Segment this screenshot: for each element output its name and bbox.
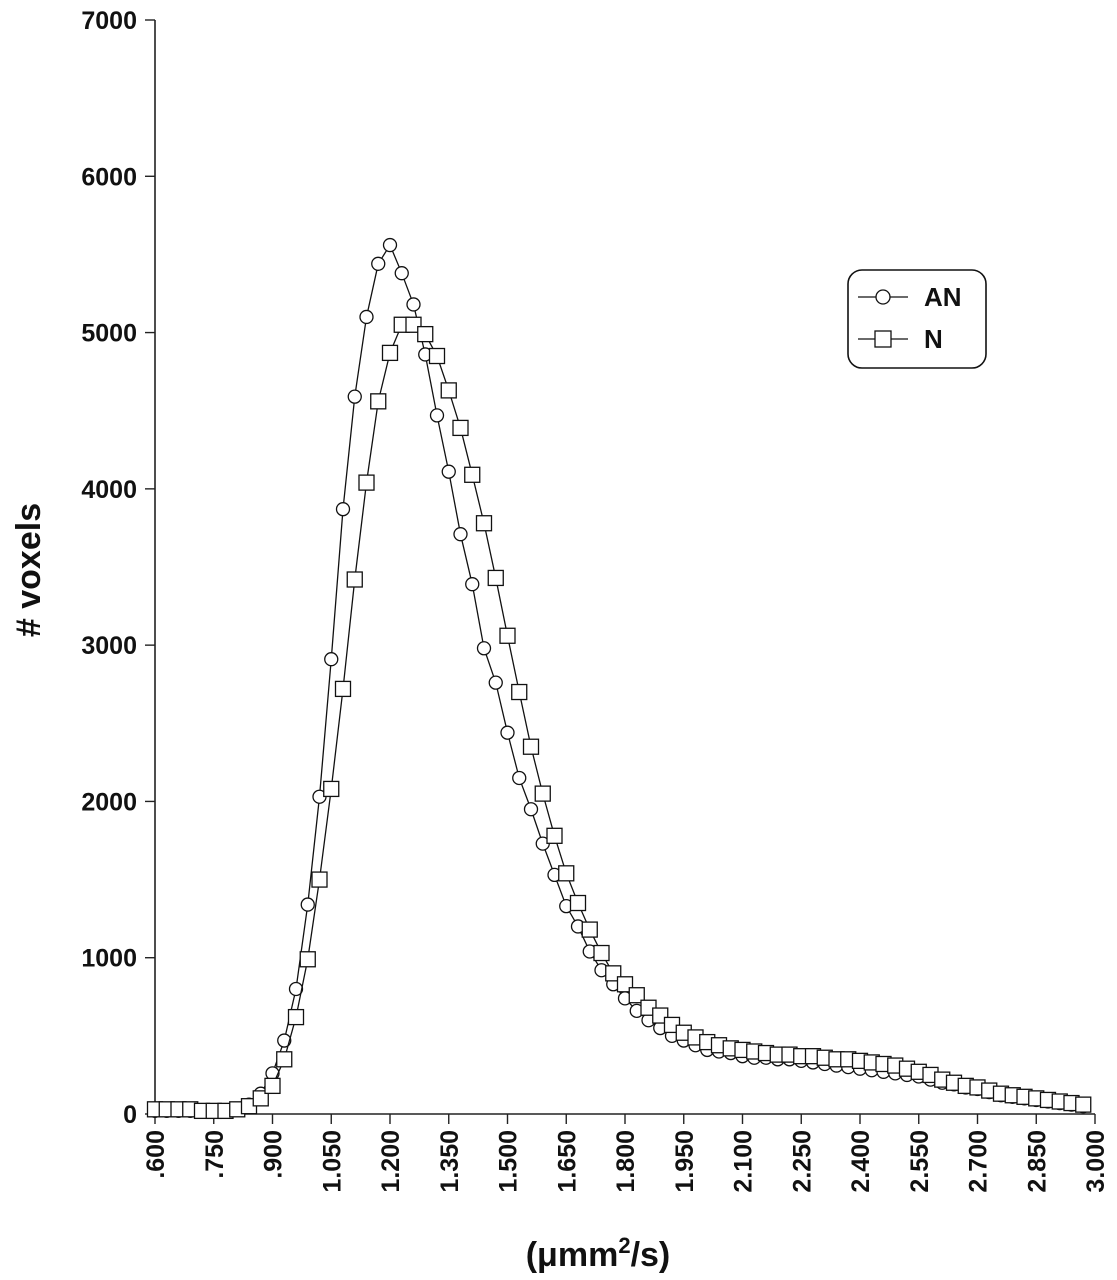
- series-n: [146, 316, 1092, 1120]
- data-point-an: [488, 675, 503, 690]
- x-tick-label: .600: [142, 1130, 170, 1179]
- data-point-an: [359, 309, 374, 325]
- data-point-n: [428, 347, 446, 365]
- data-point-n: [252, 1090, 269, 1107]
- data-point-n: [287, 1008, 305, 1026]
- series-layer: [146, 237, 1092, 1120]
- data-point-n: [558, 865, 575, 882]
- y-tick-label: 2000: [81, 788, 137, 816]
- x-axis-label: (μmm2/s): [526, 1233, 671, 1274]
- legend-label-an: AN: [924, 282, 962, 312]
- data-point-an: [523, 802, 539, 817]
- data-point-n: [487, 569, 504, 587]
- data-point-n: [581, 921, 598, 938]
- data-point-an: [441, 464, 456, 479]
- data-point-an: [335, 502, 351, 517]
- data-point-an: [288, 981, 304, 997]
- data-point-an: [277, 1033, 292, 1048]
- data-point-n: [1075, 1096, 1092, 1113]
- legend-box: [847, 269, 987, 369]
- data-point-n: [311, 871, 328, 888]
- data-point-an: [324, 652, 339, 667]
- data-point-n: [358, 474, 375, 491]
- data-point-n: [522, 738, 540, 755]
- data-point-an: [500, 725, 515, 740]
- x-tick-label: 1.350: [436, 1130, 464, 1193]
- y-tick-label: 4000: [81, 476, 137, 504]
- data-point-an: [300, 897, 315, 912]
- data-point-n: [334, 680, 352, 698]
- y-tick-label: 7000: [81, 7, 137, 35]
- x-tick-label: 2.100: [730, 1130, 758, 1193]
- data-point-n: [593, 944, 610, 962]
- data-point-n: [346, 571, 363, 588]
- x-axis-label-base: (μmm: [526, 1236, 619, 1274]
- x-tick-label: .750: [201, 1130, 229, 1179]
- data-point-an: [453, 527, 468, 542]
- x-tick-label: 2.250: [788, 1130, 816, 1193]
- data-point-n: [569, 894, 587, 912]
- data-point-n: [440, 382, 457, 399]
- y-tick-label: 3000: [81, 632, 137, 660]
- data-point-n: [381, 344, 399, 362]
- data-point-n: [499, 627, 516, 644]
- legend-marker-an: [875, 289, 891, 305]
- x-axis-label-tail: /s): [631, 1236, 671, 1274]
- data-point-n: [370, 393, 387, 410]
- data-point-n: [464, 466, 481, 483]
- data-point-an: [429, 408, 445, 423]
- data-point-n: [452, 419, 469, 437]
- y-tick-label: 6000: [81, 163, 137, 191]
- data-point-n: [511, 683, 528, 701]
- data-point-n: [299, 951, 316, 968]
- x-tick-label: 1.500: [495, 1130, 523, 1193]
- data-point-n: [546, 827, 563, 844]
- data-point-an: [512, 770, 527, 786]
- legend-label-n: N: [924, 324, 943, 354]
- x-tick-label: 1.650: [553, 1130, 581, 1193]
- data-point-n: [276, 1051, 293, 1068]
- data-point-n: [323, 780, 340, 798]
- data-point-n: [475, 515, 493, 532]
- x-tick-label: 1.800: [612, 1130, 640, 1193]
- data-point-n: [417, 325, 434, 343]
- x-tick-label: .900: [260, 1130, 288, 1179]
- x-tick-label: 1.950: [671, 1130, 699, 1193]
- axes: 0 1000 2000 3000 4000 5000 6000 7000 .600 .750 .90…: [81, 7, 1110, 1193]
- x-tick-label: 2.850: [1023, 1130, 1051, 1193]
- y-axis-label: # voxels: [10, 503, 48, 637]
- data-point-an: [465, 577, 480, 592]
- x-axis-label-superscript: 2: [618, 1233, 630, 1258]
- data-point-n: [534, 785, 551, 802]
- legend-marker-n: [874, 330, 892, 348]
- data-point-an: [347, 389, 362, 404]
- legend: AN N: [847, 269, 987, 369]
- y-tick-label: 5000: [81, 320, 137, 348]
- x-tick-label: 2.700: [965, 1130, 993, 1193]
- y-tick-label: 0: [123, 1101, 137, 1129]
- data-point-an: [406, 297, 421, 312]
- data-point-an: [394, 266, 409, 281]
- data-point-an: [476, 641, 492, 656]
- x-tick-label: 3.000: [1082, 1130, 1110, 1193]
- data-point-n: [628, 987, 645, 1004]
- x-tick-label: 1.050: [318, 1130, 346, 1193]
- y-tick-label: 1000: [81, 945, 137, 973]
- x-tick-label: 2.550: [906, 1130, 934, 1193]
- x-tick-label: 2.400: [847, 1130, 875, 1193]
- data-point-an: [382, 237, 398, 253]
- data-point-an: [371, 256, 386, 271]
- x-tick-label: 1.200: [377, 1130, 405, 1193]
- data-point-n: [264, 1077, 281, 1095]
